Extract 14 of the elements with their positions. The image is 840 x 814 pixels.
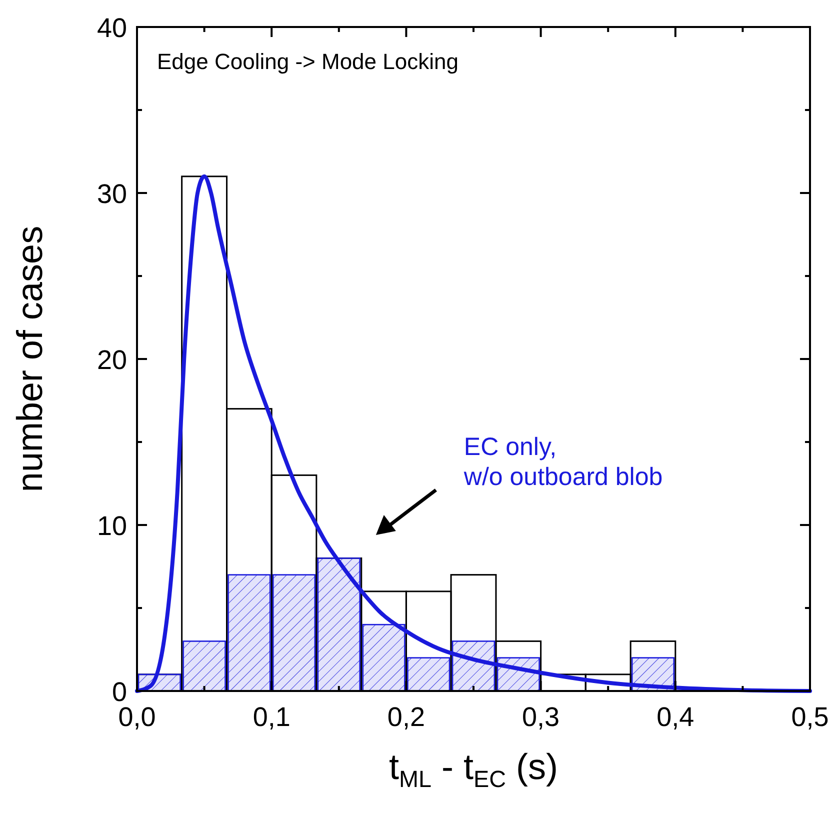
x-tick-label: 0,3 xyxy=(522,702,560,732)
annotation: EC only, w/o outboard blob xyxy=(462,432,663,491)
x-axis-title: t$_{ML}$ - t$_{EC}$ (s) xyxy=(389,746,558,792)
y-tick-label: 40 xyxy=(96,13,127,43)
x-tick-label: 0,5 xyxy=(791,702,829,732)
y-tick-label: 20 xyxy=(96,345,127,375)
y-axis-title: number of cases xyxy=(9,226,50,492)
y-tick-label: 30 xyxy=(96,179,127,209)
x-tick-label: 0,1 xyxy=(252,702,290,732)
text: Edge Cooling -> Mode Locking xyxy=(157,49,458,74)
line-series xyxy=(135,174,812,693)
x-tick-label: 0,2 xyxy=(387,702,425,732)
x-tick-label: 0,4 xyxy=(656,702,694,732)
y-tick-label: 10 xyxy=(96,511,127,541)
